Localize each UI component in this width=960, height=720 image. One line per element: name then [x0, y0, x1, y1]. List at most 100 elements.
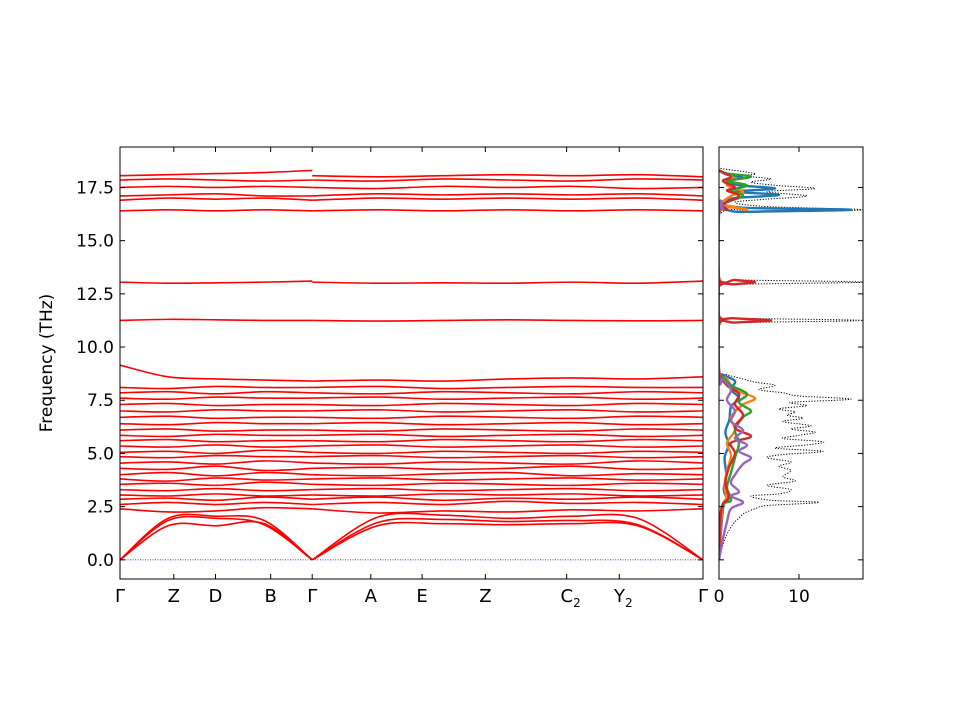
band-1-11	[120, 471, 313, 477]
band-2-27	[312, 376, 703, 382]
band-xtick-label: Y2	[613, 586, 633, 610]
path-label: Z	[479, 586, 491, 607]
band-1-18	[120, 433, 313, 438]
band-2-31	[312, 197, 703, 201]
dos-panel: 0 10	[714, 146, 864, 607]
path-label: D	[209, 586, 223, 607]
band-2-12	[312, 465, 703, 471]
band-2-1	[311, 517, 703, 561]
path-label: Γ	[307, 586, 317, 607]
path-label: A	[365, 586, 378, 607]
band-xtick-label: Γ	[307, 586, 317, 607]
band-2-30	[312, 208, 703, 212]
band-2-17	[312, 438, 703, 443]
band-1-1	[120, 515, 313, 561]
band-1-34	[120, 178, 313, 182]
band-1-10	[120, 477, 313, 482]
band-1-31	[120, 197, 313, 201]
band-2-23	[312, 402, 703, 407]
band-ytick-label: 15.0	[76, 232, 114, 252]
band-1-7	[120, 493, 313, 497]
band-1-13	[120, 460, 313, 465]
band-xtick-label: C2	[561, 586, 581, 610]
band-1-26	[120, 385, 313, 390]
band-2-21	[312, 415, 703, 420]
band-2-8	[312, 487, 703, 492]
band-1-4	[120, 506, 313, 513]
band-1-33	[120, 185, 313, 189]
band-ytick-label: 17.5	[76, 178, 114, 198]
band-xtick-label: Γ	[698, 586, 708, 607]
band-2-22	[312, 408, 703, 413]
pdos-purple	[719, 199, 753, 561]
band-2-34	[312, 178, 703, 182]
path-label: C	[561, 586, 574, 607]
band-ytick-label: 5.0	[87, 444, 114, 464]
band-1-19	[120, 428, 313, 432]
band-1-9	[120, 481, 313, 487]
band-ytick-label: 12.5	[76, 285, 114, 305]
path-label: B	[264, 586, 276, 607]
band-ytick-label: 7.5	[87, 391, 114, 411]
path-label: Γ	[115, 586, 125, 607]
band-2-3	[311, 512, 703, 561]
path-label: Y	[613, 586, 626, 607]
path-label-subscript: 2	[573, 596, 581, 610]
band-axes-frame	[119, 146, 704, 580]
band-xtick-label: B	[264, 586, 276, 607]
band-1-32	[120, 192, 313, 197]
band-2-29	[312, 280, 703, 285]
band-2-24	[312, 396, 703, 400]
band-structure-panel: 0.02.55.07.510.012.515.017.5 Γ Z D B Γ A E Z C2 Y…	[37, 146, 708, 610]
total-dos	[719, 167, 863, 560]
band-2-28	[312, 318, 703, 322]
dos-axes-frame	[718, 146, 864, 580]
band-xtick-label: Γ	[115, 586, 125, 607]
dos-x-ticks: 0 10	[714, 147, 810, 607]
band-xtick-label: E	[416, 586, 427, 607]
band-2-32	[312, 193, 703, 197]
band-1-17	[120, 438, 313, 443]
band-1-20	[120, 421, 313, 426]
band-1-15	[120, 449, 313, 455]
band-2-4	[312, 507, 703, 514]
band-y-ticks: 0.0 2.5 5.0 7.5 10.0 12.5 15.0 17.5	[76, 178, 703, 571]
dos-lines	[719, 167, 863, 561]
dos-xtick-label: 0	[714, 587, 725, 607]
band-ytick-label: 0.0	[87, 551, 114, 571]
band-1-14	[120, 454, 313, 459]
band-2-2	[311, 521, 703, 561]
band-1-8	[120, 487, 313, 492]
band-2-10	[312, 477, 703, 481]
band-1-24	[120, 396, 313, 400]
band-2-5	[312, 500, 703, 506]
band-2-25	[312, 390, 703, 395]
band-2-19	[312, 428, 703, 432]
band-ytick-label: 10.0	[76, 338, 114, 358]
band-1-29	[120, 280, 313, 285]
band-2-9	[312, 482, 703, 487]
band-2-35	[312, 173, 703, 178]
band-1-25	[120, 390, 313, 395]
band-2-18	[312, 433, 703, 438]
band-2-15	[312, 450, 703, 455]
path-label: Z	[168, 586, 180, 607]
band-1-23	[120, 402, 313, 407]
band-2-33	[312, 185, 703, 190]
band-1-28	[120, 318, 313, 322]
path-label: Γ	[698, 586, 708, 607]
band-xtick-label: D	[209, 586, 223, 607]
band-2-11	[312, 471, 703, 477]
pdos-red	[719, 169, 773, 560]
band-1-22	[120, 409, 313, 413]
band-1-27	[120, 364, 313, 382]
band-1-12	[120, 465, 313, 472]
dos-y-ticks	[719, 186, 863, 561]
path-label: E	[416, 586, 427, 607]
band-xtick-label: Z	[479, 586, 491, 607]
band-1-6	[120, 496, 313, 502]
band-xtick-label: Z	[168, 586, 180, 607]
band-2-16	[312, 444, 703, 448]
